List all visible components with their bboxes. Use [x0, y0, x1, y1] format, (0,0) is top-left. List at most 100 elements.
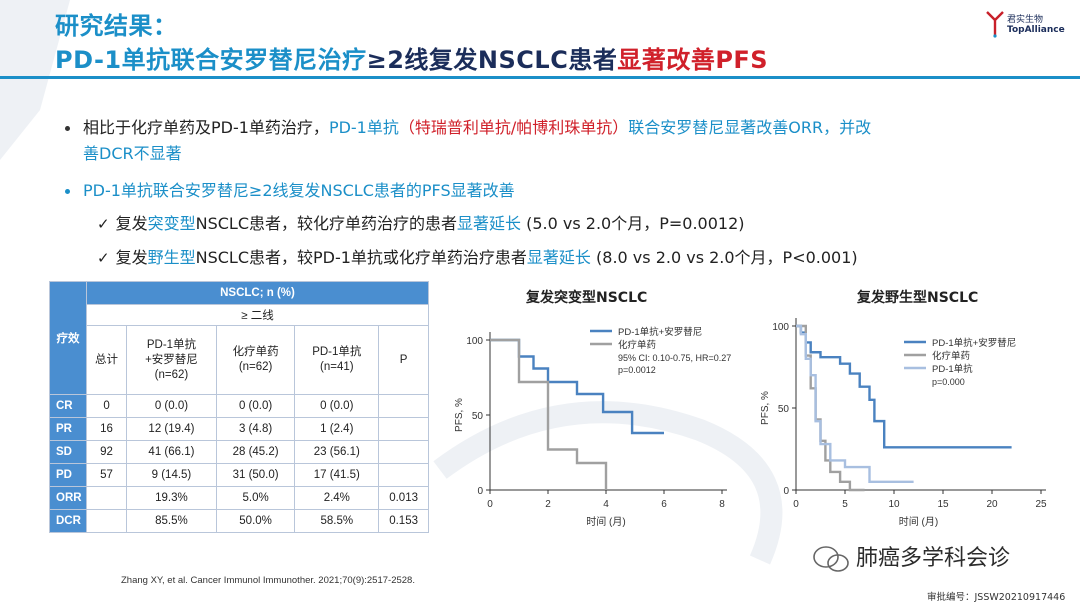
table-col-header: 总计: [85, 325, 128, 395]
table-row: CR 0 0 (0.0) 0 (0.0) 0 (0.0): [49, 394, 429, 418]
y-tick-label: 100: [772, 322, 789, 333]
table-col-header: PD-1单抗 +安罗替尼 (n=62): [126, 325, 217, 395]
table-row-label: CR: [49, 394, 87, 418]
y-tick-label: 0: [477, 486, 483, 497]
chart-1-title: 复发突变型NSCLC: [526, 290, 648, 306]
table-column-header-row: 总计 PD-1单抗 +安罗替尼 (n=62) 化疗单药 (n=62) PD-1单抗 (…: [50, 325, 429, 395]
table-cell: 41 (66.1): [126, 440, 217, 464]
watermark-text: 肺癌多学科会诊: [856, 546, 1011, 571]
title-part-2: ≥2线复发NSCLC患者: [366, 46, 618, 74]
table-row-label: PD: [49, 463, 87, 487]
bullet-1-text-d: 联合安罗替尼显著改善ORR，并改: [628, 118, 872, 137]
table-row-label: PR: [49, 417, 87, 441]
table-cell: 19.3%: [126, 486, 217, 510]
x-axis-label: 时间 (月): [899, 515, 938, 528]
km-curve: [796, 324, 914, 484]
bullet-dot: [65, 126, 70, 131]
company-logo: 君实生物 TopAlliance: [985, 8, 1065, 40]
km-curve: [796, 324, 865, 492]
y-tick-label: 0: [783, 486, 789, 497]
legend-label: PD-1单抗+安罗替尼: [618, 326, 702, 338]
table-row-label: SD: [49, 440, 87, 464]
x-tick-label: 8: [719, 499, 725, 510]
table-cell: 23 (56.1): [294, 440, 380, 464]
km-curve: [490, 338, 608, 490]
table-cell: 0 (0.0): [294, 394, 380, 418]
bullet-2: PD-1单抗联合安罗替尼≥2线复发NSCLC患者的PFS显著改善: [65, 179, 515, 203]
efficacy-table: 疗效 NSCLC; n (%) ≥ 二线 总计 PD-1单抗 +安罗替尼 (n=6…: [49, 281, 429, 533]
table-col-header: PD-1单抗 (n=41): [294, 325, 380, 395]
table-cell: 92: [85, 440, 128, 464]
check-1-b: 突变型: [147, 214, 196, 233]
x-tick-label: 0: [793, 499, 799, 510]
logo-text-cn: 君实生物: [1007, 15, 1044, 25]
table-cell: 9 (14.5): [126, 463, 217, 487]
y-tick-label: 50: [472, 411, 484, 422]
title-part-3: 显著改善PFS: [617, 46, 769, 74]
bullet-dot: [65, 189, 70, 194]
x-tick-label: 10: [888, 499, 900, 510]
x-tick-label: 0: [487, 499, 493, 510]
table-cell: [85, 509, 128, 533]
bullet-1-line2: 善DCR不显著: [83, 144, 182, 163]
table-cell: [378, 440, 429, 464]
chart-2-title: 复发野生型NSCLC: [857, 290, 979, 306]
check-item-1: ✓ 复发突变型NSCLC患者，较化疗单药治疗的患者显著延长 (5.0 vs 2.0…: [97, 212, 745, 236]
logo-text-en: TopAlliance: [1007, 25, 1065, 35]
table-row: ORR 19.3% 5.0% 2.4% 0.013: [49, 486, 429, 510]
x-tick-label: 5: [842, 499, 848, 510]
check-2-a: 复发: [115, 248, 148, 267]
km-curve: [490, 338, 664, 435]
wechat-icon: [813, 546, 849, 572]
legend-label: PD-1单抗: [932, 363, 973, 375]
table-cell: 2.4%: [294, 486, 380, 510]
legend-label: 化疗单药: [618, 339, 656, 351]
table-cell: 57: [85, 463, 128, 487]
table-cell: 16: [85, 417, 128, 441]
check-1-c: NSCLC患者，较化疗单药治疗的患者: [195, 214, 457, 233]
table-cell: 0 (0.0): [126, 394, 217, 418]
x-tick-label: 2: [545, 499, 551, 510]
table-cell: 50.0%: [215, 509, 296, 533]
table-row: DCR 85.5% 50.0% 58.5% 0.153: [49, 509, 429, 533]
table-sub-header: ≥ 二线: [86, 304, 429, 326]
check-1-e: (5.0 vs 2.0个月，P=0.0012): [521, 214, 745, 233]
table-row: PD 57 9 (14.5) 31 (50.0) 17 (41.5): [49, 463, 429, 487]
table-row-label: DCR: [49, 509, 87, 533]
page-title-line1: 研究结果：: [55, 12, 178, 40]
title-part-1: PD-1单抗联合安罗替尼治疗: [55, 46, 367, 74]
table-top-header: NSCLC; n (%): [86, 281, 429, 305]
chart-annotation: p=0.0012: [618, 365, 656, 375]
check-2-b: 野生型: [147, 248, 196, 267]
table-cell: 85.5%: [126, 509, 217, 533]
table-cell: 0 (0.0): [215, 394, 296, 418]
citation: Zhang XY, et al. Cancer Immunol Immunoth…: [121, 575, 415, 586]
bullet-1-text-c: （特瑞普利单抗/帕博利珠单抗）: [398, 118, 629, 137]
check-icon: ✓: [97, 249, 110, 267]
table-row-label: ORR: [49, 486, 87, 510]
x-tick-label: 25: [1035, 499, 1047, 510]
table-cell: 17 (41.5): [294, 463, 380, 487]
table-col-header: 化疗单药 (n=62): [215, 325, 296, 395]
bullet-1-text-b: PD-1单抗: [328, 118, 399, 137]
y-axis-label: PFS, %: [454, 398, 465, 432]
legend-label: 化疗单药: [932, 350, 970, 362]
bullet-1: 相比于化疗单药及PD-1单药治疗，PD-1单抗（特瑞普利单抗/帕博利珠单抗）联合…: [65, 116, 871, 140]
x-axis-label: 时间 (月): [586, 515, 625, 528]
table-cell: [378, 394, 429, 418]
x-tick-label: 20: [986, 499, 998, 510]
y-tick-label: 50: [778, 404, 790, 415]
x-tick-label: 15: [937, 499, 949, 510]
x-tick-label: 4: [603, 499, 609, 510]
x-tick-label: 6: [661, 499, 667, 510]
table-cell: 0: [85, 394, 128, 418]
bullet-2-text: PD-1单抗联合安罗替尼≥2线复发NSCLC患者的PFS显著改善: [83, 181, 515, 200]
check-item-2: ✓ 复发野生型NSCLC患者，较PD-1单抗或化疗单药治疗患者显著延长 (8.0 …: [97, 246, 858, 270]
table-cell: 31 (50.0): [215, 463, 296, 487]
check-1-d: 显著延长: [457, 214, 522, 233]
table-cell: 3 (4.8): [215, 417, 296, 441]
page-title-line2: PD-1单抗联合安罗替尼治疗≥2线复发NSCLC患者显著改善PFS: [55, 40, 768, 75]
check-2-d: 显著延长: [526, 248, 591, 267]
